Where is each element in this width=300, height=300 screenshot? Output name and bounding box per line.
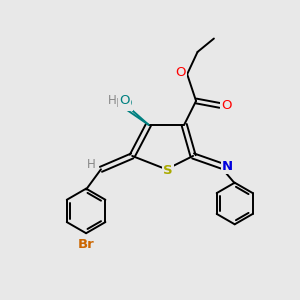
Text: N: N [222,160,233,173]
Text: H: H [108,94,116,107]
Text: O: O [121,98,131,110]
Text: Br: Br [78,238,94,251]
Text: H: H [110,98,119,110]
Text: O: O [176,66,186,79]
Text: S: S [163,164,172,177]
Text: H: H [87,158,96,171]
Text: O: O [221,99,232,112]
Text: O: O [119,94,130,107]
